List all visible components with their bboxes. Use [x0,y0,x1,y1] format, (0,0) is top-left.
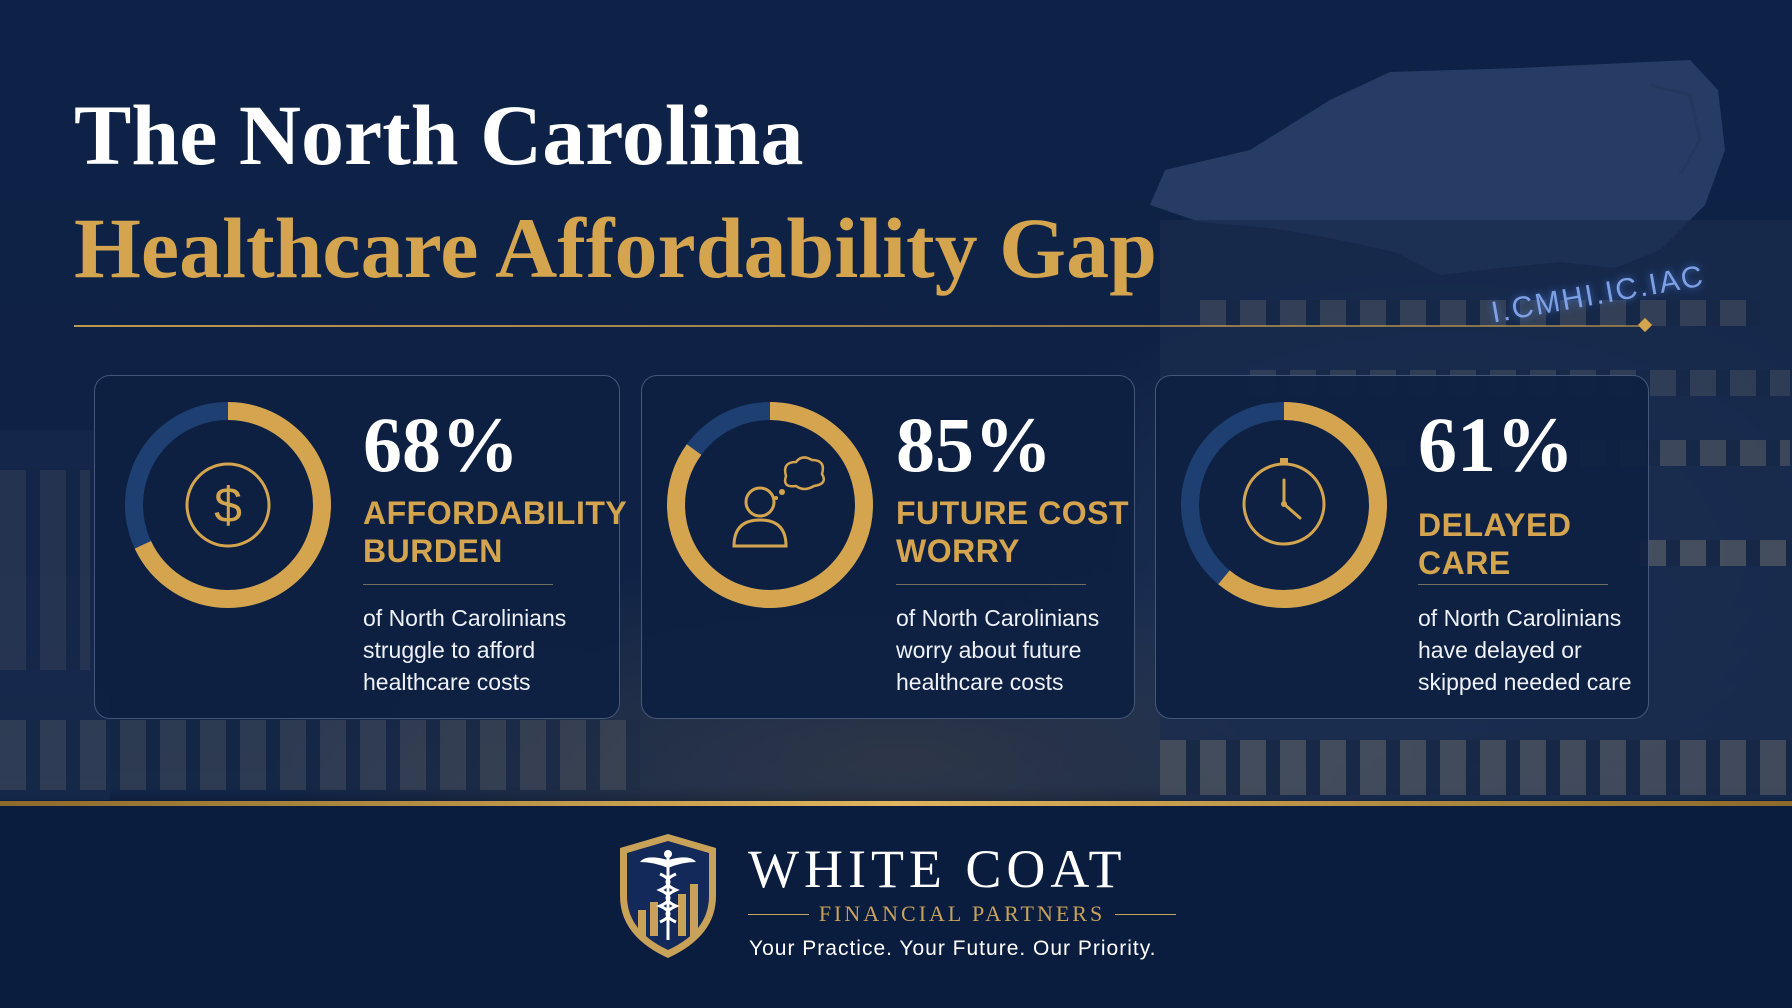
stat-label-line1: DELAYED CARE [1418,507,1572,581]
stat-description: of North Carolinians worry about future … [896,602,1099,698]
subtitle-rule-left [748,913,809,915]
stat-card-future-cost: 85% FUTURE COST WORRY of North Carolinia… [641,375,1135,719]
left-building [0,430,110,800]
worried-person-icon [732,456,825,548]
stat-description: of North Carolinians struggle to afford … [363,602,566,698]
dollar-coin-icon: $ [185,462,271,548]
title-divider [74,325,1646,327]
stat-label: AFFORDABILITY BURDEN [363,494,627,570]
stat-percent: 68% [363,401,519,488]
building-windows [1640,540,1792,566]
stat-label: DELAYED CARE [1418,506,1648,582]
brand-subtitle-row: FINANCIAL PARTNERS [748,901,1176,926]
building-windows [0,720,640,790]
brand-subtitle: FINANCIAL PARTNERS [818,901,1106,926]
stat-label-line1: AFFORDABILITY [363,495,628,531]
stat-label-line1: FUTURE COST [896,495,1130,531]
stat-card-delayed-care: 61% DELAYED CARE of North Carolinians ha… [1155,375,1649,719]
progress-ring [125,402,331,608]
subtitle-rule-right [1115,913,1176,915]
progress-ring [1181,402,1387,608]
brand-name: WHITE COAT [748,839,1127,899]
progress-ring [667,402,873,608]
description-line1: of North Carolinians [896,605,1100,631]
description-line3: skipped needed care [1418,669,1632,695]
stat-label-line2: WORRY [896,533,1020,569]
stat-label: FUTURE COST WORRY [896,494,1129,570]
page-title-line1: The North Carolina [74,87,804,183]
building-windows [0,470,90,670]
stat-label-line2: BURDEN [363,533,503,569]
caduceus-shield-icon [620,834,716,958]
footer [0,806,1792,1008]
description-line1: of North Carolinians [1418,605,1622,631]
building-windows [1200,300,1760,326]
stat-card-affordability: $ 68% AFFORDABILITY BURDEN of North Caro… [94,375,627,719]
stat-percent: 61% [1418,401,1574,488]
svg-text:$: $ [214,477,242,533]
building-windows [1160,740,1792,795]
description-line2: struggle to afford [363,637,536,663]
description-line1: of North Carolinians [363,605,567,631]
description-line2: have delayed or [1418,637,1582,663]
card-divider [896,584,1086,585]
stat-description: of North Carolinians have delayed or ski… [1418,602,1632,698]
card-divider [363,584,553,585]
clock-icon [1242,458,1326,546]
card-divider [1418,584,1608,585]
footer-gold-line [0,801,1792,806]
stat-percent: 85% [896,401,1052,488]
description-line2: worry about future [896,637,1082,663]
description-line3: healthcare costs [896,669,1064,695]
page-title-line2: Healthcare Affordability Gap [74,200,1157,296]
description-line3: healthcare costs [363,669,531,695]
brand-tagline: Your Practice. Your Future. Our Priority… [749,937,1157,960]
